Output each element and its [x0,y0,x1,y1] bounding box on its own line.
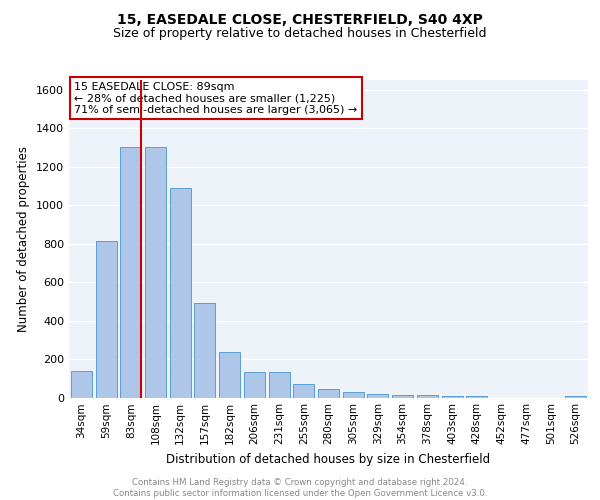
X-axis label: Distribution of detached houses by size in Chesterfield: Distribution of detached houses by size … [166,453,491,466]
Bar [219,352,240,398]
Text: 15 EASEDALE CLOSE: 89sqm
← 28% of detached houses are smaller (1,225)
71% of sem: 15 EASEDALE CLOSE: 89sqm ← 28% of detach… [74,82,358,115]
Bar [145,148,166,398]
Bar [565,396,586,398]
Bar [71,370,92,398]
Bar [442,396,463,398]
Text: Size of property relative to detached houses in Chesterfield: Size of property relative to detached ho… [113,28,487,40]
Bar [343,392,364,398]
Bar [318,389,339,398]
Bar [244,372,265,398]
Bar [417,394,438,398]
Bar [367,394,388,398]
Bar [170,188,191,398]
Bar [269,372,290,398]
Bar [392,394,413,398]
Bar [466,396,487,398]
Text: Contains HM Land Registry data © Crown copyright and database right 2024.
Contai: Contains HM Land Registry data © Crown c… [113,478,487,498]
Bar [293,384,314,398]
Bar [194,303,215,398]
Text: 15, EASEDALE CLOSE, CHESTERFIELD, S40 4XP: 15, EASEDALE CLOSE, CHESTERFIELD, S40 4X… [117,12,483,26]
Y-axis label: Number of detached properties: Number of detached properties [17,146,31,332]
Bar [95,240,116,398]
Bar [120,148,141,398]
